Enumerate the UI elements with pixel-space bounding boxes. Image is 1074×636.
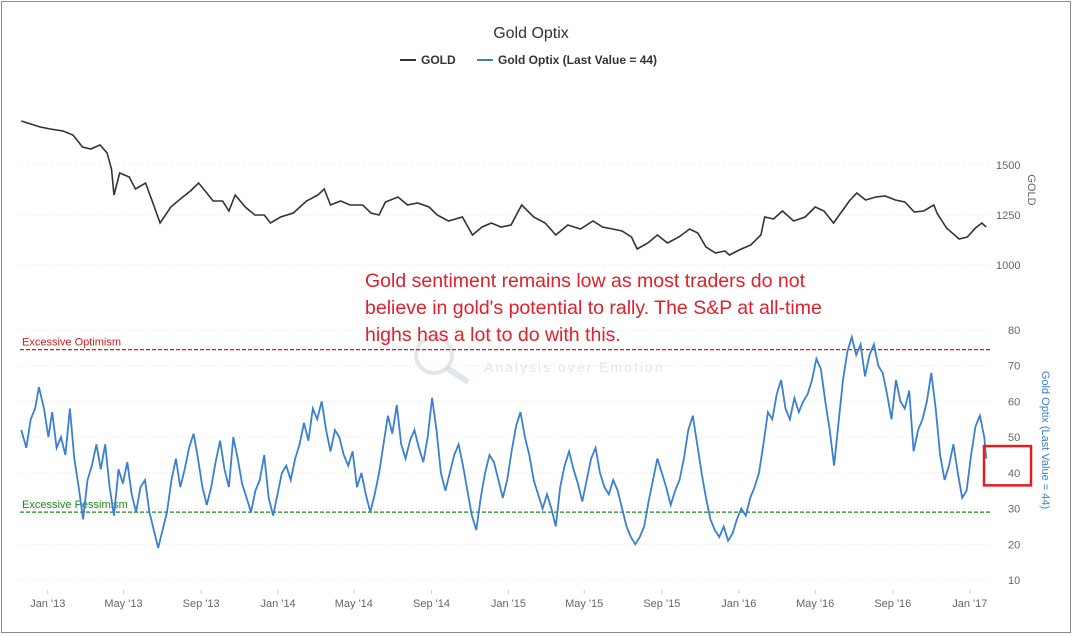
gold-tick-label: 1000 — [996, 260, 1020, 272]
optix-tick-label: 60 — [1008, 396, 1020, 408]
excessive-pessimism-label: Excessive Pessimism — [22, 499, 128, 511]
x-tick-label: Sep '16 — [874, 598, 911, 610]
gold-tick-label: 1250 — [996, 210, 1020, 222]
annotation-line-1: Gold sentiment remains low as most trade… — [365, 270, 806, 292]
x-tick-label: Jan '13 — [30, 598, 65, 610]
reference-lines: Excessive Optimism Excessive Pessimism — [20, 337, 990, 513]
legend-item-gold-optix[interactable]: Gold Optix (Last Value = 44) — [477, 53, 657, 67]
chart-title: Gold Optix — [493, 25, 569, 42]
gold-series-line — [21, 120, 987, 256]
last-value-highlight-box — [982, 444, 1033, 487]
legend: GOLD Gold Optix (Last Value = 44) — [400, 53, 657, 67]
optix-tick-label: 50 — [1008, 432, 1020, 444]
x-tick-label: Jan '16 — [721, 598, 756, 610]
gold-optix-axis-title: Gold Optix (Last Value = 44) — [1039, 371, 1051, 509]
x-tick-label: Jan '14 — [261, 598, 296, 610]
watermark-text: Analysis over Emotion — [484, 359, 665, 375]
gold-axis-ticks: 1000 1250 1500 — [996, 160, 1020, 272]
x-tick-label: Jan '17 — [952, 598, 987, 610]
x-tick-label: May '16 — [796, 598, 834, 610]
x-axis-ticks: Jan '13 May '13 Sep '13 Jan '14 May '14 Sep '… — [30, 590, 987, 610]
x-tick-label: Sep '15 — [643, 598, 680, 610]
legend-gold-label: GOLD — [421, 53, 456, 67]
excessive-optimism-label: Excessive Optimism — [22, 337, 121, 349]
legend-item-gold[interactable]: GOLD — [400, 53, 456, 67]
x-tick-label: Sep '13 — [183, 598, 220, 610]
optix-tick-label: 70 — [1008, 361, 1020, 373]
x-tick-label: May '15 — [565, 598, 603, 610]
watermark-logo: Analysis over Emotion — [414, 335, 665, 385]
optix-tick-label: 30 — [1008, 504, 1020, 516]
optix-tick-label: 40 — [1008, 468, 1020, 480]
x-tick-label: May '14 — [335, 598, 373, 610]
legend-gold-optix-label: Gold Optix (Last Value = 44) — [498, 53, 657, 67]
x-tick-label: Jan '15 — [491, 598, 526, 610]
gold-optix-series-line — [20, 333, 988, 549]
optix-axis-ticks: 10 20 30 40 50 60 70 80 — [1008, 325, 1020, 587]
optix-tick-label: 10 — [1008, 575, 1020, 587]
gold-tick-label: 1500 — [996, 160, 1020, 172]
gold-axis-title: GOLD — [1025, 174, 1037, 205]
x-tick-label: May '13 — [104, 598, 142, 610]
sentiment-annotation: Gold sentiment remains low as most trade… — [365, 268, 925, 349]
annotation-line-2: believe in gold's potential to rally. Th… — [365, 297, 822, 319]
optix-tick-label: 80 — [1008, 325, 1020, 337]
optix-tick-label: 20 — [1008, 539, 1020, 551]
x-tick-label: Sep '14 — [413, 598, 450, 610]
annotation-line-3: highs has a lot to do with this. — [365, 324, 621, 346]
